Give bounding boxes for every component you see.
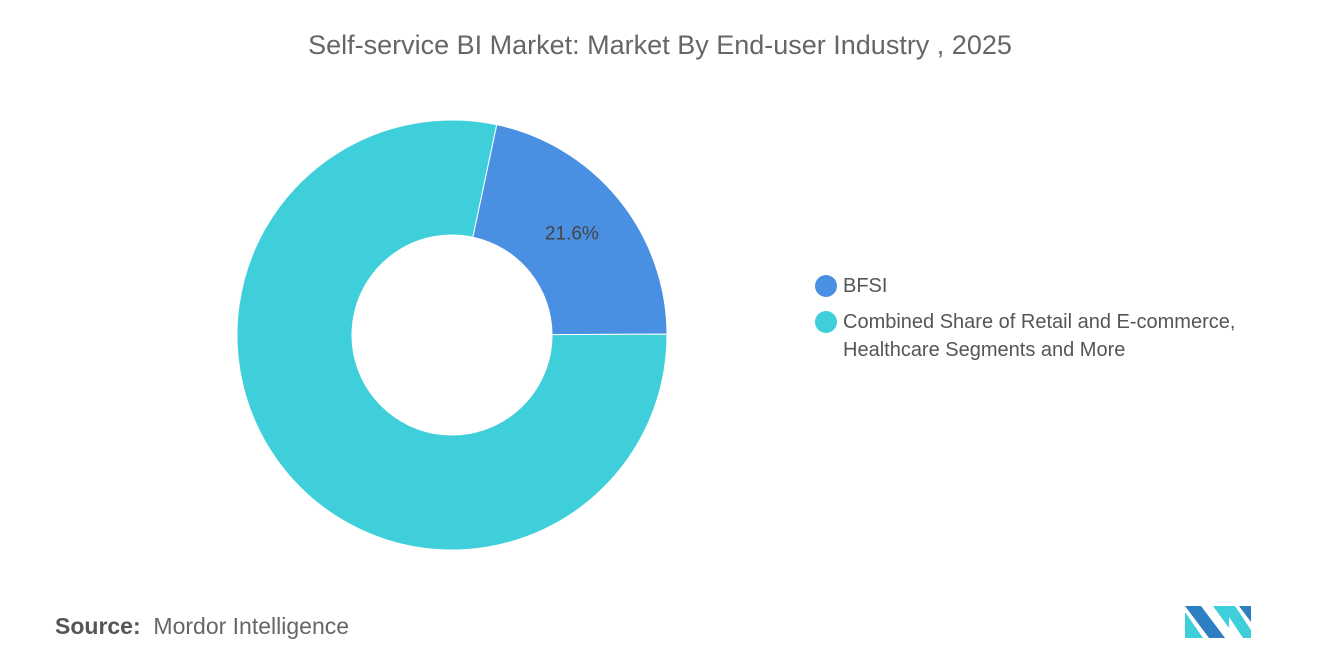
source-note: Source: Mordor Intelligence [55,613,350,639]
chart-title: Self-service BI Market: Market By End-us… [308,30,1012,60]
legend-item-combined[interactable]: Combined Share of Retail and E-commerce,… [815,308,1235,364]
mordor-logo [1185,606,1251,638]
legend-item-bfsi[interactable]: BFSI [815,272,1235,300]
legend: BFSI Combined Share of Retail and E-comm… [815,272,1235,372]
slice-1[interactable] [236,119,668,551]
data-label: 21.6% [545,224,599,245]
legend-label: BFSI [843,275,888,297]
slice-0[interactable] [472,124,668,336]
legend-swatch-icon [815,275,837,297]
legend-swatch-icon [815,311,837,333]
legend-label: Combined Share of Retail and E-commerce,… [843,311,1236,361]
